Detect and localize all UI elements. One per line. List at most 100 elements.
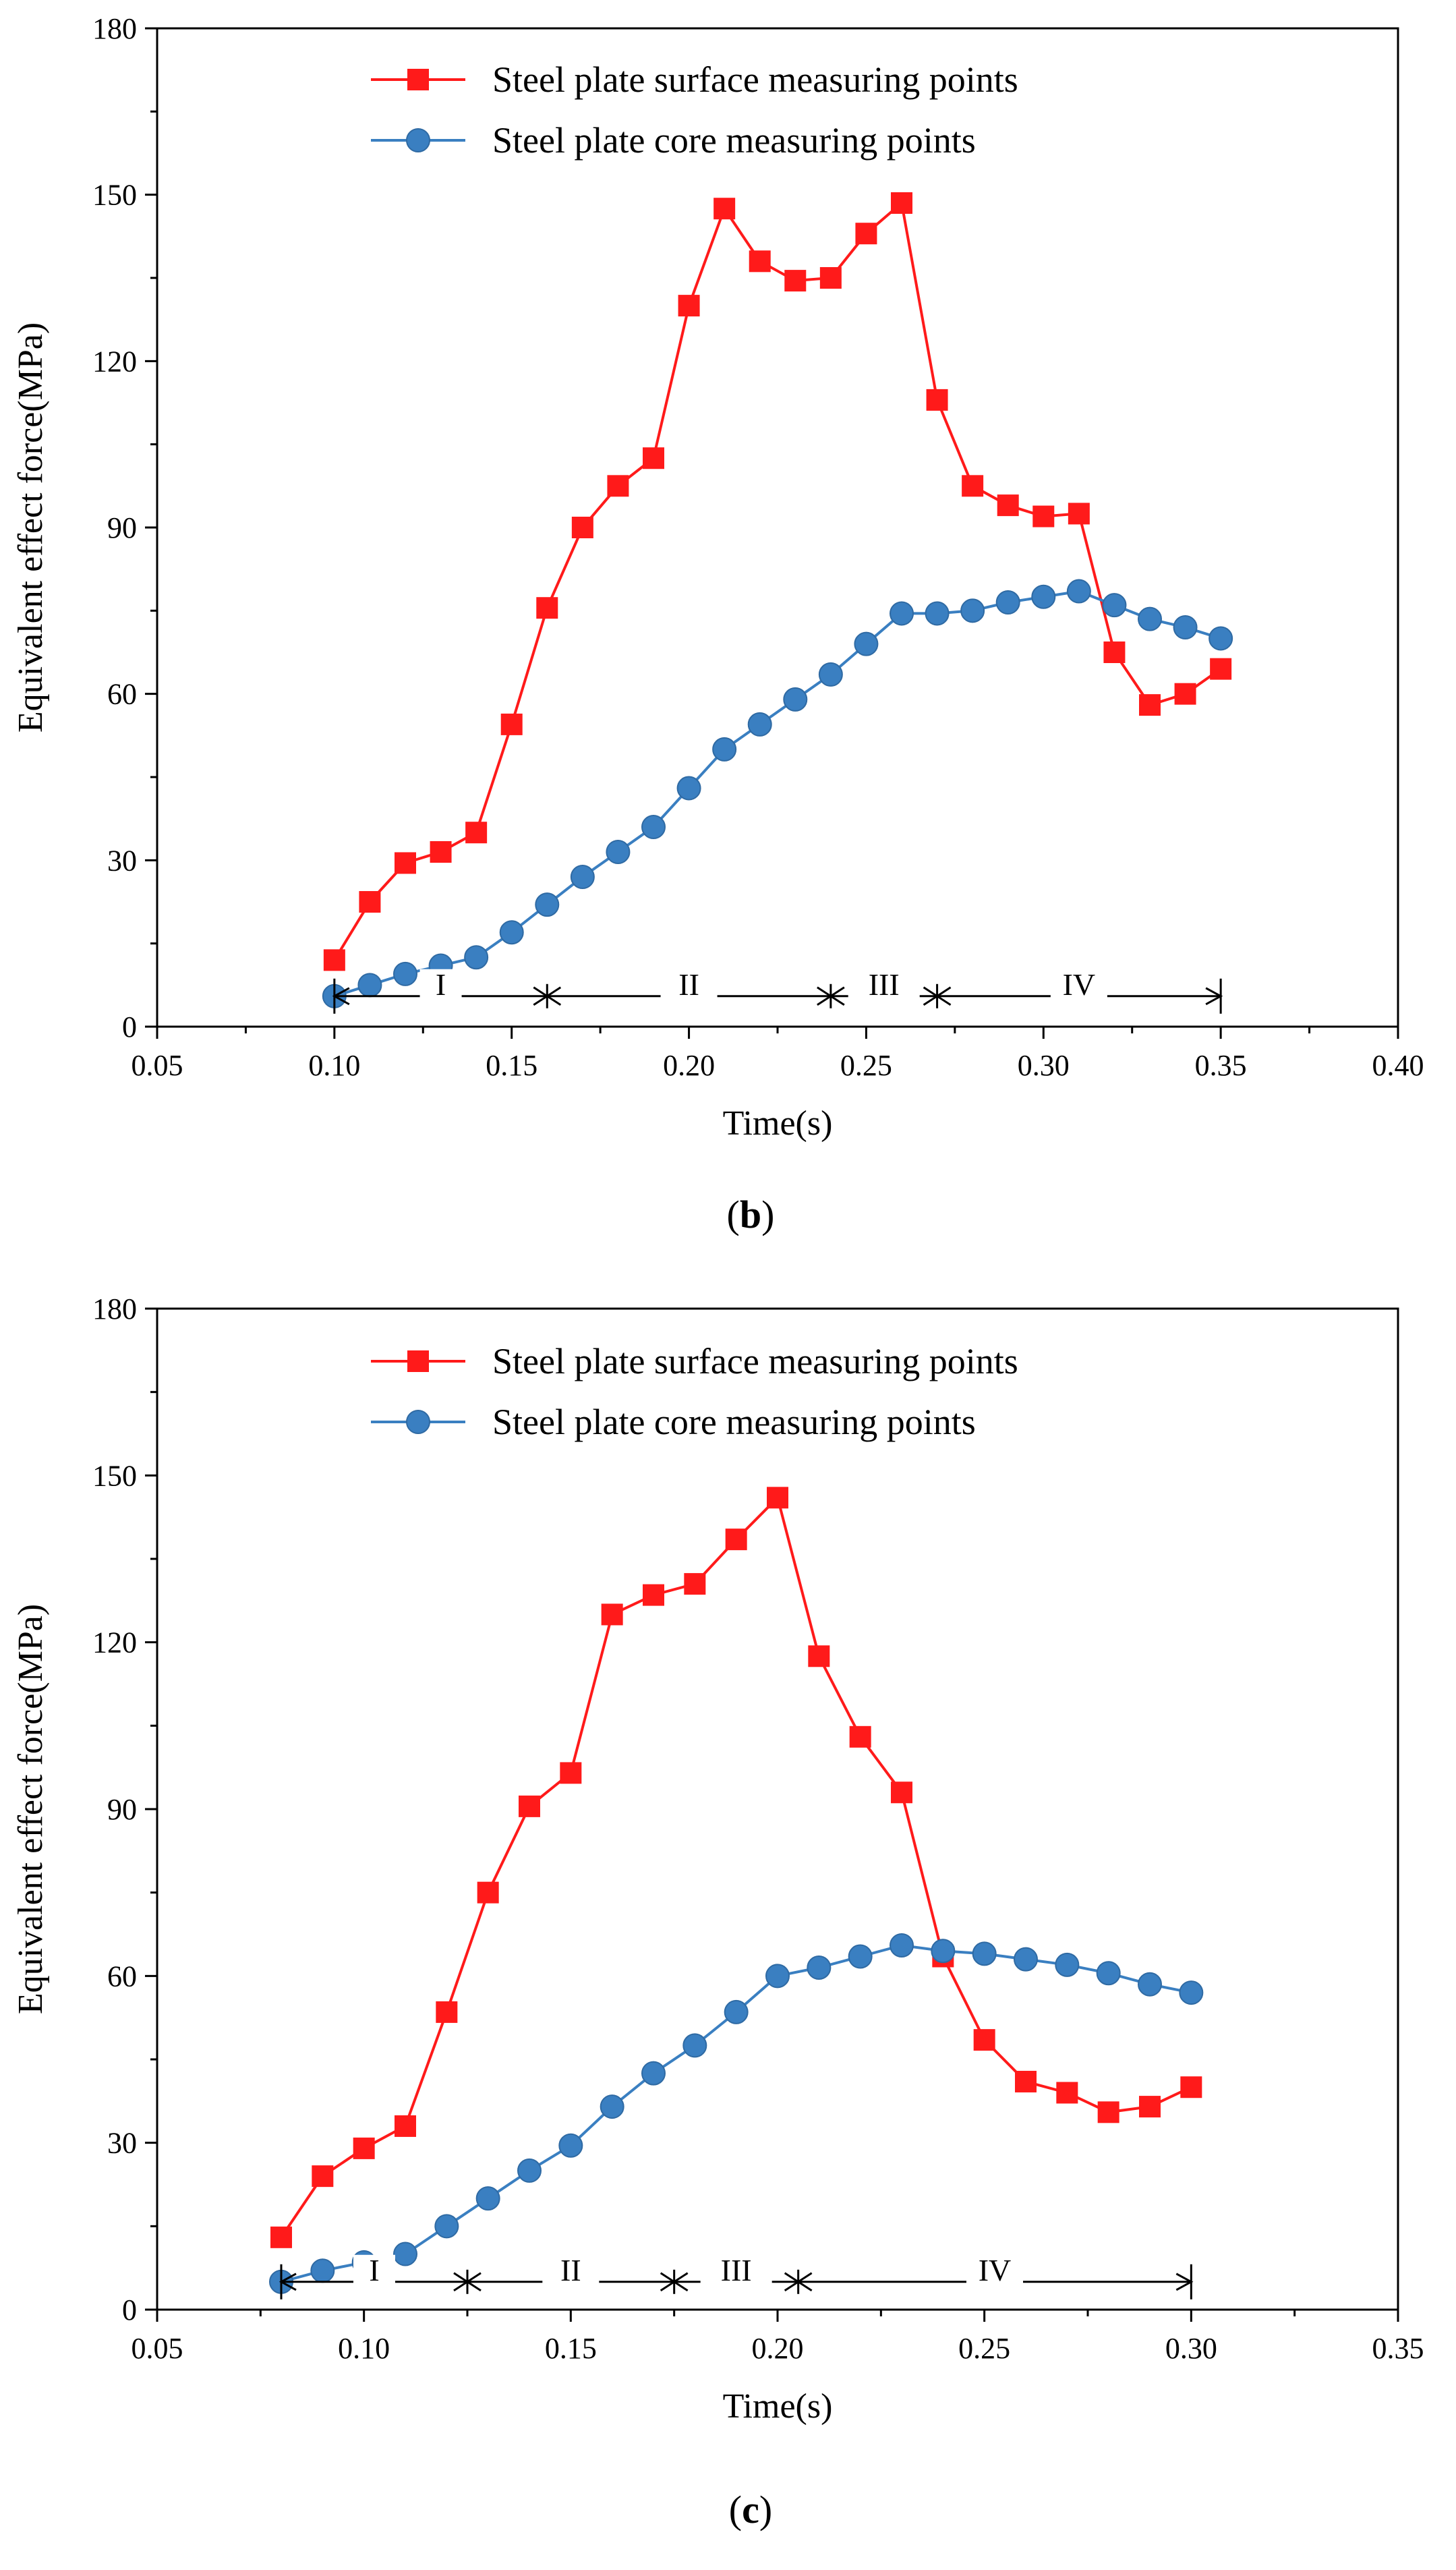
phase-label: I [436,967,446,1002]
data-point-surface [1139,694,1161,716]
phase-arrowhead-right [1205,987,1223,1006]
data-point-surface [571,517,593,538]
data-point-core [854,631,879,656]
x-tick-label: 0.20 [752,2332,804,2365]
data-point-surface [1180,2076,1202,2098]
y-tick-label: 120 [92,1626,137,1659]
data-point-surface [395,2115,416,2137]
series-line [280,1495,1192,2238]
data-point-core [972,1941,997,1966]
phase-label: IV [979,2253,1012,2287]
phase-label-bg [542,2254,600,2286]
data-point-core [1102,593,1127,618]
caption-part: ( [727,1193,740,1236]
panel-caption: (b) [727,1193,775,1236]
x-tick-label: 0.40 [1372,1049,1424,1082]
legend-entry-surface: Steel plate surface measuring points [371,1341,1018,1381]
x-tick-label: 0.20 [663,1049,715,1082]
x-tick-label: 0.25 [840,1049,892,1082]
phase-label-bg [660,969,718,1000]
x-tick-label: 0.05 [132,1049,183,1082]
data-point-core [1055,1952,1080,1977]
x-tick-label: 0.30 [1018,1049,1070,1082]
data-point-core [434,2214,459,2239]
data-point-surface [1015,2070,1037,2092]
data-point-surface [1210,658,1232,680]
data-point-surface [1174,683,1196,705]
data-point-surface [1068,503,1090,525]
data-point-surface [430,841,452,863]
y-tick-label: 60 [107,1960,137,1993]
data-point-surface [926,389,948,411]
phase-label-bg [419,969,462,1000]
caption-part: ) [761,1193,774,1236]
data-point-surface [353,2137,375,2159]
data-point-surface [270,2226,292,2248]
data-point-core [1179,1980,1204,2005]
x-tick-label: 0.35 [1195,1049,1247,1082]
data-point-surface [684,1573,706,1595]
y-axis-label: Equivalent effect force(MPa) [11,1604,50,2014]
data-point-core [682,2033,707,2058]
plot-frame [156,1307,1399,2311]
legend-entry-surface: Steel plate surface measuring points [371,59,1018,100]
data-point-core [995,590,1020,615]
plot-frame [156,27,1399,1028]
y-tick-label: 120 [92,345,137,378]
data-point-surface [962,475,984,497]
data-point-surface [784,270,807,292]
phase-label: III [721,2253,752,2287]
data-point-core [600,2094,624,2119]
legend-marker-square [407,1350,429,1372]
data-point-core [783,687,808,712]
data-point-surface [1032,505,1055,527]
legend-marker-square [407,69,429,90]
y-tick-label: 180 [92,1292,137,1325]
y-tick-label: 30 [107,844,137,877]
phase-label-bg [848,969,920,1000]
phase-label-bg [353,2254,395,2286]
data-point-surface [560,1762,582,1784]
data-point-core [357,973,382,998]
y-axis-label: Equivalent effect force(MPa) [11,322,50,733]
chart-panel-c: 0.05 0.10 0.15 0.20 0.25 0.30 0.35 0 30 60 90 120 15… [11,1292,1424,2532]
data-point-core [499,920,524,945]
data-point-surface [1097,2101,1119,2123]
data-point-surface [819,267,842,289]
series-line [333,200,1222,961]
data-point-surface [395,852,416,874]
x-tick-label: 0.15 [486,1049,537,1082]
data-point-surface [749,250,771,273]
caption-part: ) [759,2488,772,2532]
data-point-core [925,601,950,626]
data-point-core [641,2061,666,2086]
x-tick-label: 0.10 [308,1049,360,1082]
data-point-surface [312,2165,334,2188]
data-point-surface [323,949,345,971]
phase-label-bg [700,2254,772,2286]
x-tick-label: 0.30 [1165,2332,1217,2365]
data-point-core [464,945,489,970]
data-point-surface [997,494,1019,517]
x-tick-label: 0.10 [338,2332,390,2365]
data-point-surface [767,1487,788,1509]
data-point-core [807,1955,832,1980]
y-tick-label: 60 [107,678,137,711]
y-tick-label: 180 [92,12,137,45]
data-point-surface [359,891,381,913]
data-point-surface [1103,641,1126,663]
data-point-core [310,2258,335,2283]
series-core [269,1933,1204,2294]
phase-label-bg [1050,969,1107,1000]
x-axis-label: Time(s) [723,2387,833,2426]
caption-part: b [740,1193,761,1236]
x-tick-label: 0.15 [545,2332,597,2365]
data-point-core [676,776,701,801]
data-point-core [517,2158,542,2183]
legend-entry-core: Steel plate core measuring points [371,1402,976,1442]
data-point-surface [643,1584,664,1606]
data-point-core [1066,579,1091,604]
data-point-surface [725,1529,747,1551]
chart-panel-b: 0.05 0.10 0.15 0.20 0.25 0.30 0.35 0.40 0 30 60 90 1… [11,12,1424,1236]
